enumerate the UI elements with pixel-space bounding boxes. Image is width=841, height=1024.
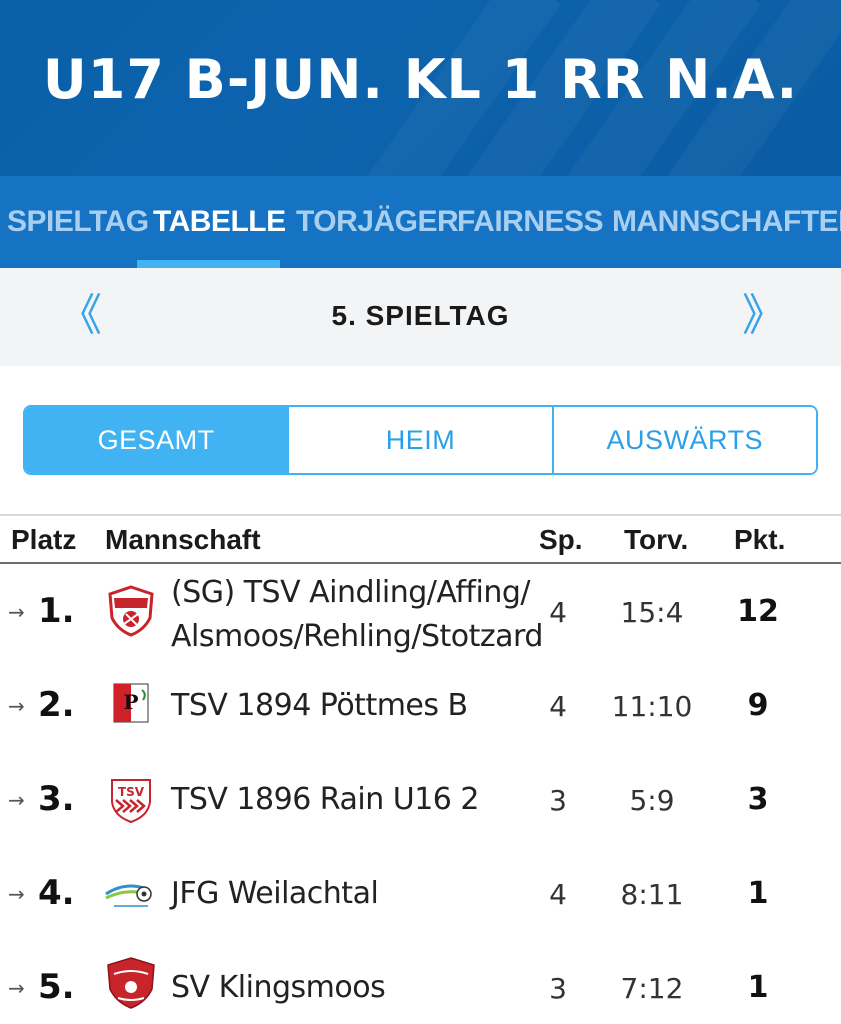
games-played: 4 (549, 878, 567, 911)
column-header-goals: Torv. (624, 524, 689, 555)
goal-ratio: 8:11 (620, 878, 684, 911)
matchday-selector: 《 5. SPIELTAG 》 (0, 268, 841, 366)
chevron-double-right-icon[interactable]: 》 (742, 290, 786, 341)
table-row[interactable]: → 3. TSV TSV 1896 Rain U16 2 3 5:9 3 (0, 754, 841, 846)
trend-arrow-icon: → (8, 788, 25, 812)
points: 1 (747, 876, 769, 911)
team-logo-poettmes: P (113, 683, 149, 723)
goal-ratio: 5:9 (629, 784, 675, 817)
row-place: 4. (38, 873, 75, 913)
app-header: U17 B-JUN. KL 1 RR N.A. (0, 0, 841, 176)
points: 9 (747, 688, 769, 723)
points: 12 (737, 594, 779, 629)
goal-ratio: 7:12 (620, 972, 684, 1005)
team-name: SV Klingsmoos (171, 970, 386, 1005)
active-tab-indicator (137, 260, 280, 268)
trend-arrow-icon: → (8, 694, 25, 718)
page-title: U17 B-JUN. KL 1 RR N.A. (42, 48, 799, 111)
goal-ratio: 11:10 (611, 690, 693, 723)
trend-arrow-icon: → (8, 976, 25, 1000)
chevron-double-left-icon[interactable]: 《 (58, 290, 102, 341)
team-name: (SG) TSV Aindling/Affing/ (171, 575, 530, 610)
tab-tabelle[interactable]: TABELLE (153, 205, 286, 238)
segment-heim[interactable]: HEIM (287, 407, 552, 473)
team-name: TSV 1894 Pöttmes B (171, 688, 468, 723)
column-header-points: Pkt. (734, 524, 786, 555)
segment-auswaerts[interactable]: AUSWÄRTS (551, 407, 816, 473)
games-played: 4 (549, 596, 567, 629)
team-logo-aindling (108, 585, 154, 637)
trend-arrow-icon: → (8, 600, 25, 624)
tab-mannschaften[interactable]: MANNSCHAFTEN (612, 205, 841, 238)
points: 3 (747, 782, 769, 817)
svg-text:P: P (123, 690, 138, 714)
tab-torjaeger[interactable]: TORJÄGER (296, 205, 459, 238)
row-place: 3. (38, 779, 75, 819)
games-played: 4 (549, 690, 567, 723)
table-row[interactable]: → 5. SV Klingsmoos 3 7:12 1 (0, 942, 841, 1024)
column-header-place: Platz (11, 524, 77, 555)
row-place: 2. (38, 685, 75, 725)
goal-ratio: 15:4 (620, 596, 684, 629)
table-header: Platz Mannschaft Sp. Torv. Pkt. (0, 514, 841, 564)
svg-text:TSV: TSV (118, 785, 145, 799)
row-place: 5. (38, 967, 75, 1007)
games-played: 3 (549, 784, 567, 817)
table-row[interactable]: → 4. JFG Weilachtal 4 8:11 1 (0, 848, 841, 940)
tab-fairness[interactable]: FAIRNESS (457, 205, 604, 238)
table-filter-segmented-control: GESAMT HEIM AUSWÄRTS (23, 405, 818, 475)
table-row[interactable]: → 2. P TSV 1894 Pöttmes B 4 11:10 9 (0, 660, 841, 752)
row-place: 1. (38, 591, 75, 631)
tab-bar: SPIELTAG TABELLE TORJÄGER FAIRNESS MANNS… (0, 176, 841, 268)
team-name-line2: Alsmoos/Rehling/Stotzard (171, 619, 543, 654)
team-logo-weilachtal (105, 884, 152, 907)
team-name: JFG Weilachtal (171, 876, 379, 911)
tab-spieltag[interactable]: SPIELTAG (7, 205, 149, 238)
games-played: 3 (549, 972, 567, 1005)
matchday-title: 5. SPIELTAG (331, 300, 510, 331)
team-name: TSV 1896 Rain U16 2 (171, 782, 480, 817)
team-logo-rain: TSV (111, 779, 151, 824)
column-header-team: Mannschaft (105, 524, 261, 555)
column-header-games: Sp. (539, 524, 583, 555)
trend-arrow-icon: → (8, 882, 25, 906)
table-row[interactable]: → 1. (SG) TSV Aindling/Affing/ Alsmoos/R… (0, 566, 841, 658)
team-logo-klingsmoos (107, 957, 155, 1009)
points: 1 (747, 970, 769, 1005)
segment-gesamt[interactable]: GESAMT (25, 407, 288, 473)
